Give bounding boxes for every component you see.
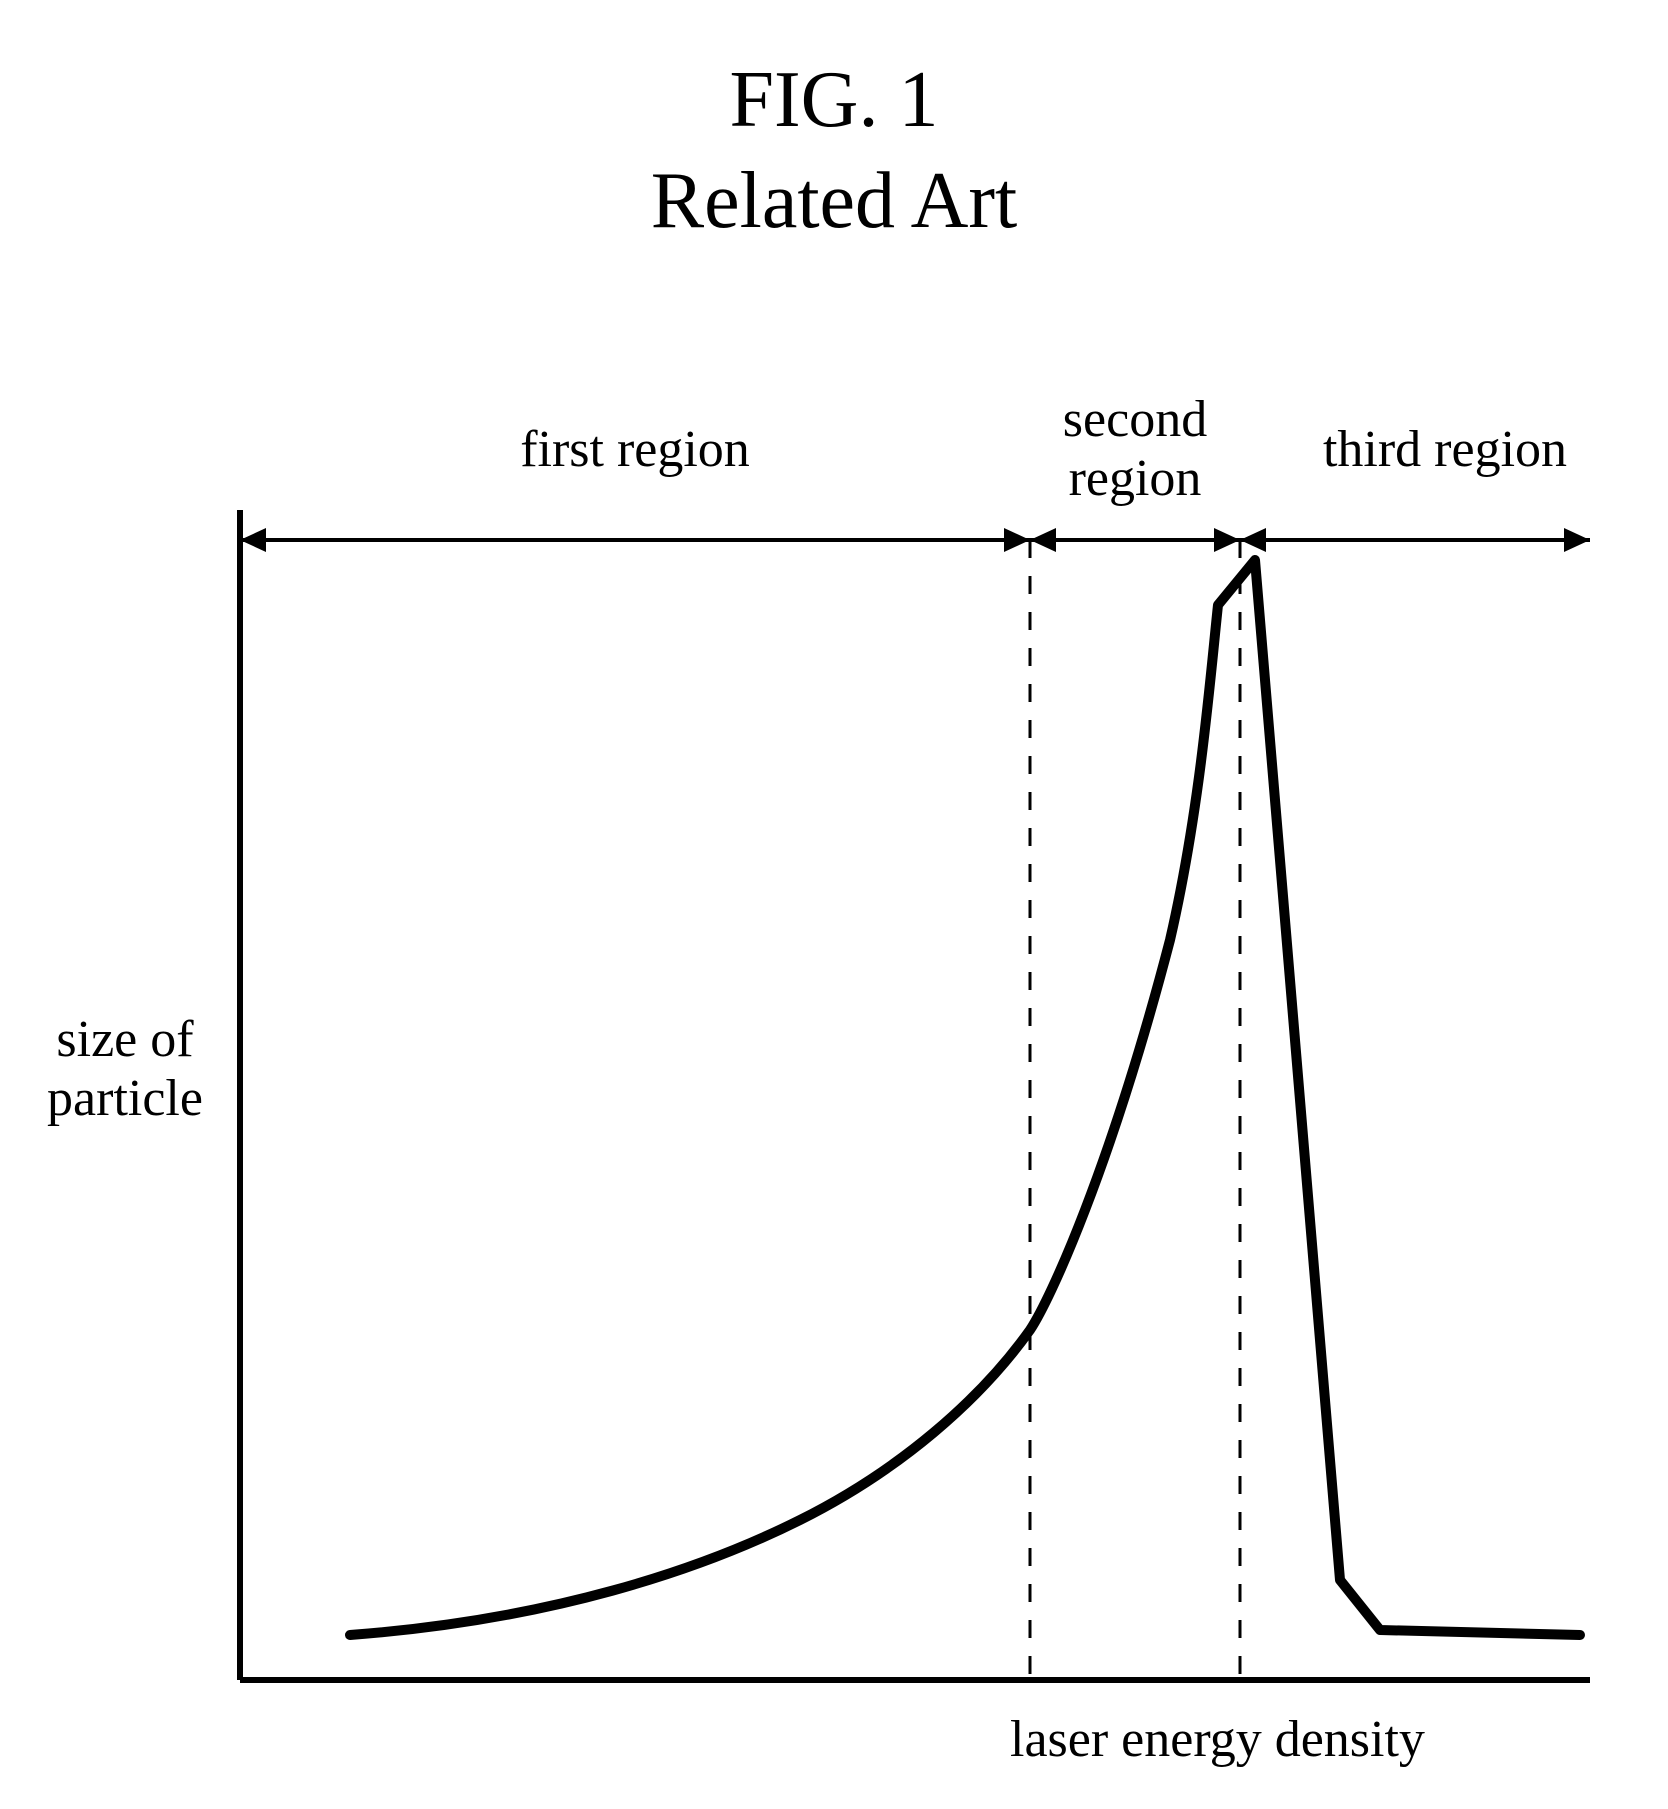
data-curve [350, 560, 1580, 1635]
arrowhead-icon [1004, 528, 1030, 552]
arrowhead-icon [1214, 528, 1240, 552]
arrowhead-icon [1564, 528, 1590, 552]
arrowhead-icon [1240, 528, 1266, 552]
arrowhead-icon [1030, 528, 1056, 552]
arrowhead-icon [240, 528, 266, 552]
chart-svg [0, 0, 1668, 1809]
